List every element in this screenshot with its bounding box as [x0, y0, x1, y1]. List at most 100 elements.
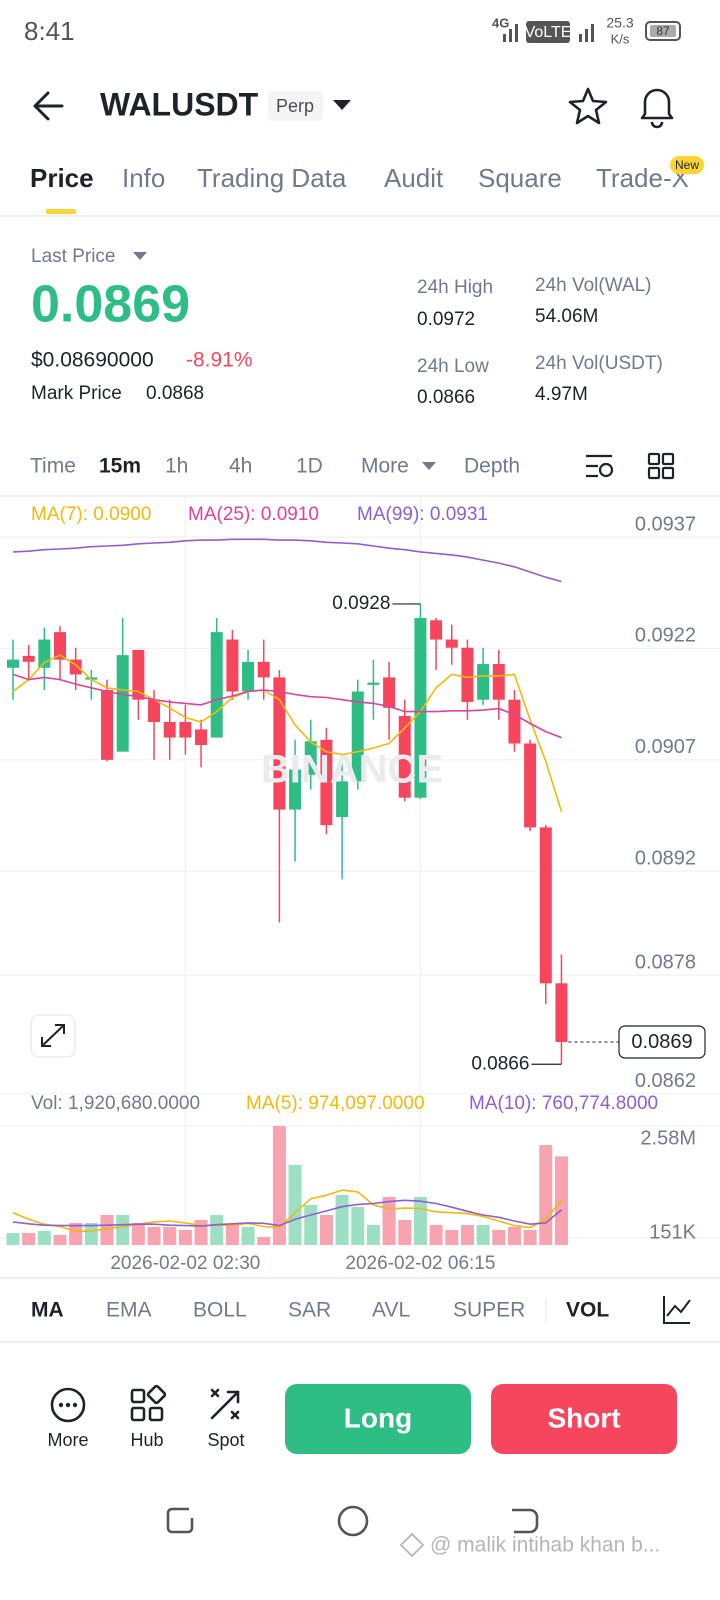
volume-bar [116, 1215, 130, 1245]
timeframe[interactable]: 1D [296, 455, 323, 478]
indicator-tab[interactable]: BOLL [193, 1299, 247, 1322]
candle-body [101, 690, 114, 760]
indicator-settings[interactable] [663, 1296, 691, 1324]
y-tick-label: 0.0878 [635, 951, 696, 973]
candle-body [336, 781, 349, 818]
new-badge-text: New [675, 158, 699, 172]
volume-bar [476, 1224, 490, 1245]
candle-body [477, 664, 490, 700]
candle-body [226, 639, 239, 692]
y-tick-label: 0.0907 [635, 736, 696, 758]
volume-bar [429, 1224, 443, 1245]
status-battery: 87 [656, 24, 670, 38]
candle-body [539, 827, 552, 984]
more-icon[interactable] [50, 1387, 86, 1423]
short-label[interactable]: Short [547, 1402, 620, 1433]
volume-bar [319, 1215, 333, 1245]
more-dropdown[interactable] [422, 462, 436, 470]
indicator-tab[interactable]: MA [31, 1299, 64, 1322]
status-volte: VoLTE [525, 24, 572, 41]
candle-body [289, 769, 302, 810]
low-label: 24h Low [417, 356, 489, 377]
indicator-tab[interactable]: VOL [566, 1299, 609, 1322]
volume-bar [460, 1224, 474, 1245]
candle-body [195, 729, 208, 745]
ma-line [12, 654, 563, 813]
tab[interactable]: Trading Data [197, 163, 347, 193]
more-label[interactable]: More [47, 1430, 88, 1450]
chart-watermark: BINANCE [261, 748, 443, 792]
mark-price-label: Mark Price [31, 383, 122, 404]
candle-body [320, 739, 333, 826]
legend-entry: MA(7): 0.0900 [31, 504, 151, 525]
favorite-button[interactable] [568, 87, 608, 125]
more-dots [58, 1402, 78, 1408]
timeframe[interactable]: 15m [99, 455, 141, 478]
symbol-dropdown[interactable] [333, 100, 351, 110]
ma-line [12, 1189, 563, 1232]
volume-bar [335, 1194, 349, 1245]
price-chart: 0.0937 0.0922 0.0907 0.0892 0.0878 0.0862 2.58… [0, 497, 720, 1274]
volume-bar [163, 1227, 177, 1245]
layout-button[interactable] [647, 452, 675, 480]
candle-body [273, 677, 286, 810]
volume-bar [37, 1230, 51, 1245]
volume-bar [53, 1234, 67, 1245]
candle-body [492, 664, 505, 700]
volume-tick-label: 2.58M [640, 1127, 696, 1149]
indicator-tab[interactable]: AVL [372, 1299, 410, 1322]
volume-bar [366, 1224, 380, 1245]
active-tab-indicator [46, 209, 76, 214]
tab[interactable]: Audit [384, 163, 444, 193]
volume-label: Vol: 1,920,680.0000 [31, 1093, 200, 1114]
perp-badge [268, 91, 323, 121]
nav-home[interactable] [337, 1505, 369, 1537]
volume-tick-label: 151K [649, 1221, 696, 1243]
spot-icon[interactable] [210, 1388, 240, 1420]
candle-body [54, 632, 67, 660]
volte-box [526, 21, 570, 43]
volume-bar [539, 1144, 553, 1245]
nav-recents[interactable] [166, 1507, 194, 1534]
candle-body [414, 618, 427, 798]
volume-bar [272, 1125, 286, 1245]
indicator-tab[interactable]: SAR [288, 1299, 331, 1322]
volume-bar [22, 1233, 36, 1245]
tab-bar: Price Info Trading Data Audit Square Trade-X [30, 163, 689, 193]
timeframe[interactable]: 4h [229, 455, 252, 478]
hub-icon[interactable] [130, 1384, 167, 1422]
tab[interactable]: Square [478, 163, 562, 193]
short-button[interactable] [491, 1384, 677, 1454]
timeframe[interactable]: Time [30, 455, 76, 478]
volume-bar [194, 1219, 208, 1245]
spot-label[interactable]: Spot [207, 1430, 244, 1450]
legend-entry: MA(5): 974,097.0000 [246, 1093, 425, 1114]
alert-button[interactable] [640, 88, 674, 129]
new-badge [670, 156, 704, 174]
long-label[interactable]: Long [344, 1402, 412, 1433]
candle-body [85, 677, 98, 680]
high-label: 24h High [417, 277, 493, 298]
high-annotation: 0.0928 [332, 593, 390, 614]
watermark-logo [399, 1532, 425, 1558]
back-button[interactable] [33, 91, 64, 121]
timeframe[interactable]: More [361, 455, 409, 478]
volume-bar [241, 1227, 255, 1245]
nav-back[interactable] [512, 1508, 539, 1534]
last-price-label: Last Price [31, 246, 115, 267]
volume-bar [413, 1196, 427, 1245]
tab[interactable]: Info [122, 163, 165, 193]
tab[interactable]: Price [30, 163, 94, 193]
chart-settings-button[interactable] [586, 454, 614, 478]
indicator-tab[interactable]: SUPER [453, 1299, 525, 1322]
hub-label[interactable]: Hub [130, 1430, 163, 1450]
long-button[interactable] [285, 1384, 471, 1454]
ma-line [12, 673, 562, 739]
last-price-dropdown[interactable] [133, 252, 147, 260]
candle-body [132, 649, 145, 700]
indicator-tab[interactable]: EMA [106, 1299, 152, 1322]
timeframe[interactable]: Depth [464, 455, 520, 478]
timeframe[interactable]: 1h [165, 455, 188, 478]
symbol[interactable]: WALUSDT [100, 86, 259, 122]
status-time: 8:41 [24, 16, 75, 46]
